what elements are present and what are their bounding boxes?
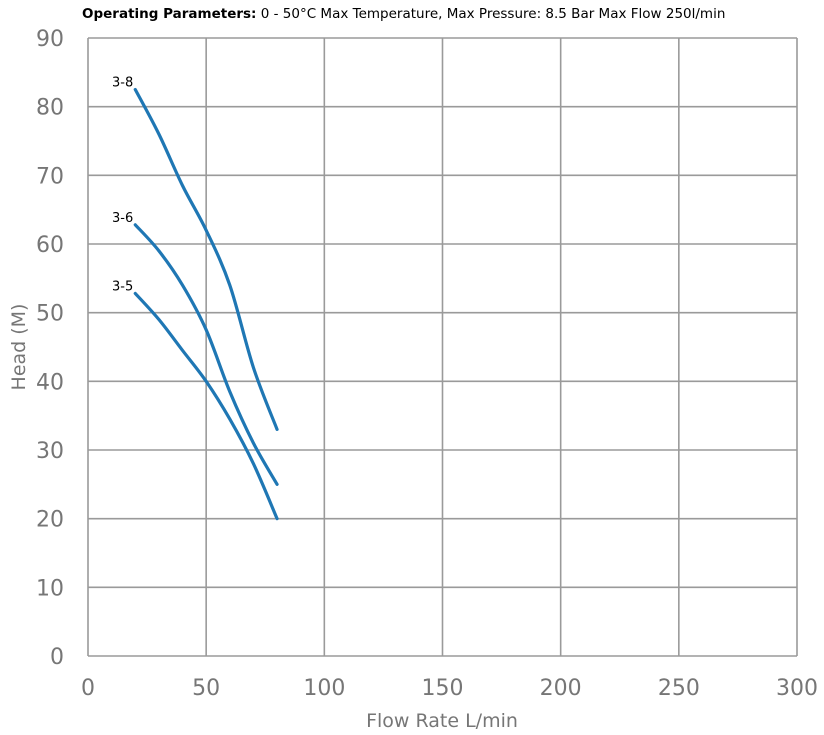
y-tick-label: 50: [36, 302, 64, 327]
performance-curves: [133, 87, 279, 521]
x-axis-title: Flow Rate L/min: [366, 710, 518, 732]
x-tick-label: 100: [303, 676, 345, 701]
y-tick-label: 0: [50, 645, 64, 670]
x-tick-label: 250: [658, 676, 700, 701]
curve-label-3-8: 3-8: [112, 76, 133, 91]
x-tick-label: 50: [192, 676, 220, 701]
curve-labels: 3-8 3-6 3-5: [112, 76, 133, 295]
y-tick-label: 90: [36, 27, 64, 52]
header-bold-label: Operating Parameters:: [82, 6, 257, 22]
x-tick-label: 300: [776, 676, 818, 701]
grid: [87, 37, 798, 657]
y-tick-label: 80: [36, 96, 64, 121]
tick-labels: 0 50 100 150 200 250 300 0 10 20 30 40 50 60 70 80 90: [36, 27, 818, 701]
y-tick-label: 40: [36, 370, 64, 395]
curve-3-5: [133, 291, 279, 521]
curve-3-8: [133, 87, 279, 431]
y-tick-label: 20: [36, 508, 64, 533]
x-tick-label: 0: [81, 676, 95, 701]
header-details: 0 - 50°C Max Temperature, Max Pressure: …: [256, 6, 726, 22]
y-tick-label: 70: [36, 164, 64, 189]
curve-3-6: [133, 223, 279, 486]
y-tick-label: 10: [36, 576, 64, 601]
y-tick-label: 30: [36, 439, 64, 464]
curve-label-3-6: 3-6: [112, 211, 133, 226]
y-axis-title: Head (M): [8, 304, 30, 391]
x-tick-label: 150: [422, 676, 464, 701]
operating-parameters-header: Operating Parameters: 0 - 50°C Max Tempe…: [82, 6, 725, 22]
y-tick-label: 60: [36, 233, 64, 258]
x-tick-label: 200: [540, 676, 582, 701]
curve-label-3-5: 3-5: [112, 279, 133, 294]
